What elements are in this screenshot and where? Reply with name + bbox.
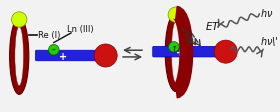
FancyBboxPatch shape bbox=[153, 47, 217, 57]
Ellipse shape bbox=[10, 18, 29, 95]
Text: +: + bbox=[176, 47, 184, 57]
Circle shape bbox=[169, 42, 179, 53]
Circle shape bbox=[11, 13, 27, 28]
FancyBboxPatch shape bbox=[36, 51, 97, 61]
Text: -: - bbox=[172, 43, 176, 52]
Text: -: - bbox=[52, 46, 56, 55]
Text: +: + bbox=[59, 51, 67, 61]
Ellipse shape bbox=[15, 27, 24, 86]
Circle shape bbox=[48, 45, 59, 56]
Circle shape bbox=[94, 45, 117, 67]
Text: $h\nu$\': $h\nu$\' bbox=[260, 35, 279, 48]
Circle shape bbox=[214, 41, 237, 64]
Circle shape bbox=[168, 8, 183, 23]
Ellipse shape bbox=[165, 14, 186, 92]
Text: $ET$: $ET$ bbox=[205, 20, 220, 32]
Text: Re (I): Re (I) bbox=[38, 31, 61, 40]
Ellipse shape bbox=[171, 22, 180, 83]
Text: $h\nu$: $h\nu$ bbox=[260, 7, 274, 19]
Text: Ln (III): Ln (III) bbox=[67, 24, 94, 33]
